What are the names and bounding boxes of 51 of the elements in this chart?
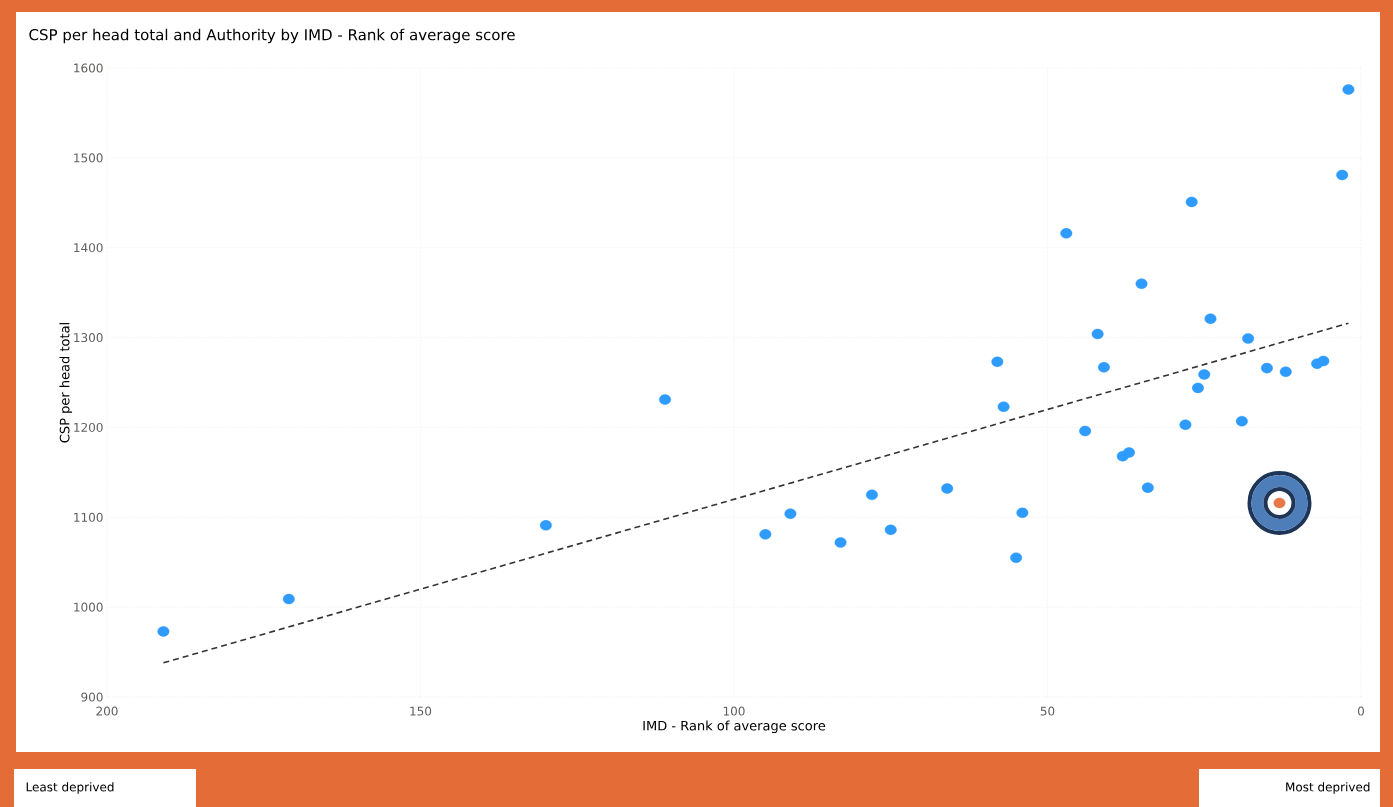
point (991, 356, 1004, 368)
point (1097, 362, 1110, 373)
point (1198, 369, 1211, 380)
point (1242, 333, 1255, 344)
y-tick-label: 1200 (74, 422, 103, 432)
y-tick-label: 1600 (74, 63, 103, 73)
point (282, 593, 295, 605)
text: Least deprived (26, 782, 114, 794)
point (997, 401, 1010, 412)
x-tick-label: 100 (723, 706, 745, 716)
point (1010, 552, 1023, 563)
point (1279, 366, 1292, 377)
point (941, 483, 954, 494)
point (884, 524, 897, 536)
chart-title: CSP per head total and Authority by IMD - Rank of average score (29, 28, 515, 44)
point (834, 537, 847, 548)
point (157, 626, 170, 637)
x-tick-label: 150 (410, 706, 432, 716)
point (539, 520, 552, 531)
x-tick-label: 200 (96, 706, 118, 716)
point (1192, 382, 1204, 394)
y-tick-label: 1300 (74, 333, 103, 343)
y-tick-label: 1400 (74, 243, 103, 253)
x-tick-label: 50 (1040, 706, 1055, 716)
x-tick-label: 0 (1357, 706, 1365, 716)
y-tick-label: 900 (81, 692, 103, 702)
point (865, 489, 878, 501)
point (1141, 482, 1154, 493)
point (759, 529, 772, 540)
point (1016, 507, 1029, 518)
point (1235, 415, 1248, 427)
point (1204, 313, 1217, 324)
x-axis-title: IMD - Rank of average score (643, 720, 826, 734)
y-tick-label: 1000 (74, 602, 103, 612)
point (1317, 355, 1330, 367)
point (1060, 228, 1073, 239)
y-tick-label: 1500 (74, 153, 103, 163)
point (1091, 328, 1104, 340)
point (1135, 278, 1148, 289)
point (1342, 84, 1355, 95)
y-tick-label: 1100 (74, 512, 103, 522)
point (784, 508, 797, 519)
point (1336, 169, 1349, 181)
point (1079, 425, 1092, 437)
point (1123, 447, 1135, 458)
point (1185, 196, 1198, 208)
point (659, 394, 671, 405)
point (1260, 362, 1273, 374)
y-axis-title: CSP per head total (59, 323, 73, 443)
point (1179, 419, 1192, 430)
text: Most deprived (1286, 782, 1370, 794)
